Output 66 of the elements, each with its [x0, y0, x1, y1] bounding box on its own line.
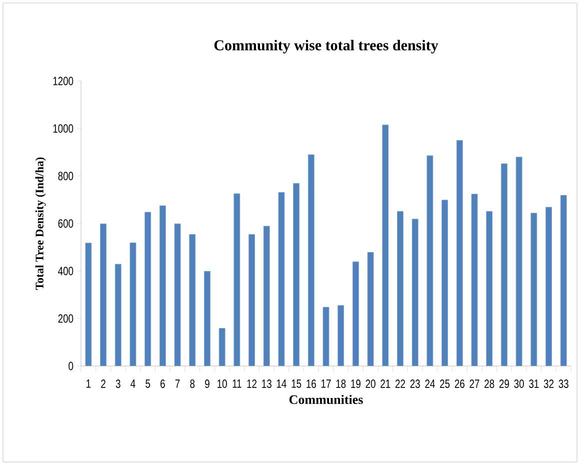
bar	[308, 154, 314, 366]
x-tick-label: 6	[160, 380, 165, 388]
x-tick-label: 4	[130, 380, 136, 388]
bar	[248, 234, 255, 366]
x-tick-label: 7	[175, 380, 180, 388]
bar	[412, 218, 418, 366]
x-tick-label: 18	[336, 380, 346, 388]
x-tick-label: 30	[514, 380, 524, 388]
bar	[338, 305, 344, 366]
bar	[234, 193, 240, 366]
x-tick-label: 29	[499, 380, 509, 388]
bar	[486, 211, 493, 366]
bar	[189, 234, 196, 366]
y-tick-label: 800	[58, 172, 74, 180]
y-tick-label: 1000	[53, 124, 74, 133]
bar	[500, 163, 508, 366]
bar	[293, 183, 300, 366]
y-tick-label: 600	[58, 219, 74, 228]
y-tick-label: 0	[68, 362, 74, 370]
x-tick-label: 1	[86, 380, 91, 388]
x-tick-label: 22	[396, 380, 405, 388]
bar	[114, 264, 122, 366]
y-tick-label: 200	[58, 314, 74, 323]
bar	[144, 212, 152, 366]
x-tick-label: 25	[440, 380, 450, 388]
x-tick-label: 33	[558, 380, 568, 388]
bar	[352, 262, 359, 366]
x-tick-label: 11	[232, 380, 242, 388]
x-tick-label: 32	[544, 380, 554, 388]
x-tick-label: 20	[366, 380, 376, 388]
x-tick-label: 9	[205, 380, 210, 388]
x-tick-label: 31	[529, 380, 539, 388]
chart-title: Community wise total trees density	[214, 40, 438, 54]
bar	[456, 140, 463, 366]
x-tick-label: 16	[306, 380, 316, 388]
y-axis-title: Total Tree Density (Ind/ha)	[35, 158, 46, 290]
bar	[263, 226, 270, 366]
x-tick-label: 12	[247, 380, 256, 388]
x-tick-label: 27	[470, 380, 480, 388]
x-tick-label: 24	[425, 380, 435, 388]
x-tick-label: 19	[351, 380, 360, 388]
bar	[546, 206, 552, 366]
x-axis-title: Communities	[289, 394, 363, 404]
bar	[204, 271, 210, 366]
x-tick-label: 8	[190, 380, 195, 388]
bar	[560, 195, 567, 366]
x-tick-label: 2	[101, 380, 106, 388]
bar	[442, 200, 448, 366]
x-tick-label: 3	[116, 380, 120, 388]
x-tick-label: 5	[146, 380, 150, 388]
bar	[159, 205, 166, 366]
x-tick-label: 10	[218, 380, 227, 388]
bar	[100, 224, 106, 366]
bar	[382, 124, 389, 366]
x-tick-label: 13	[262, 380, 272, 388]
x-tick-label: 23	[410, 380, 420, 388]
bar	[397, 211, 404, 366]
x-tick-label: 17	[322, 380, 331, 388]
y-tick-label: 400	[58, 266, 74, 276]
x-tick-label: 21	[380, 380, 390, 388]
bar	[530, 212, 538, 366]
x-tick-label: 28	[484, 380, 494, 388]
x-tick-label: 15	[292, 380, 302, 388]
y-tick-label: 1200	[53, 76, 74, 86]
x-tick-label: 14	[276, 380, 286, 388]
x-tick-label: 26	[454, 380, 464, 388]
